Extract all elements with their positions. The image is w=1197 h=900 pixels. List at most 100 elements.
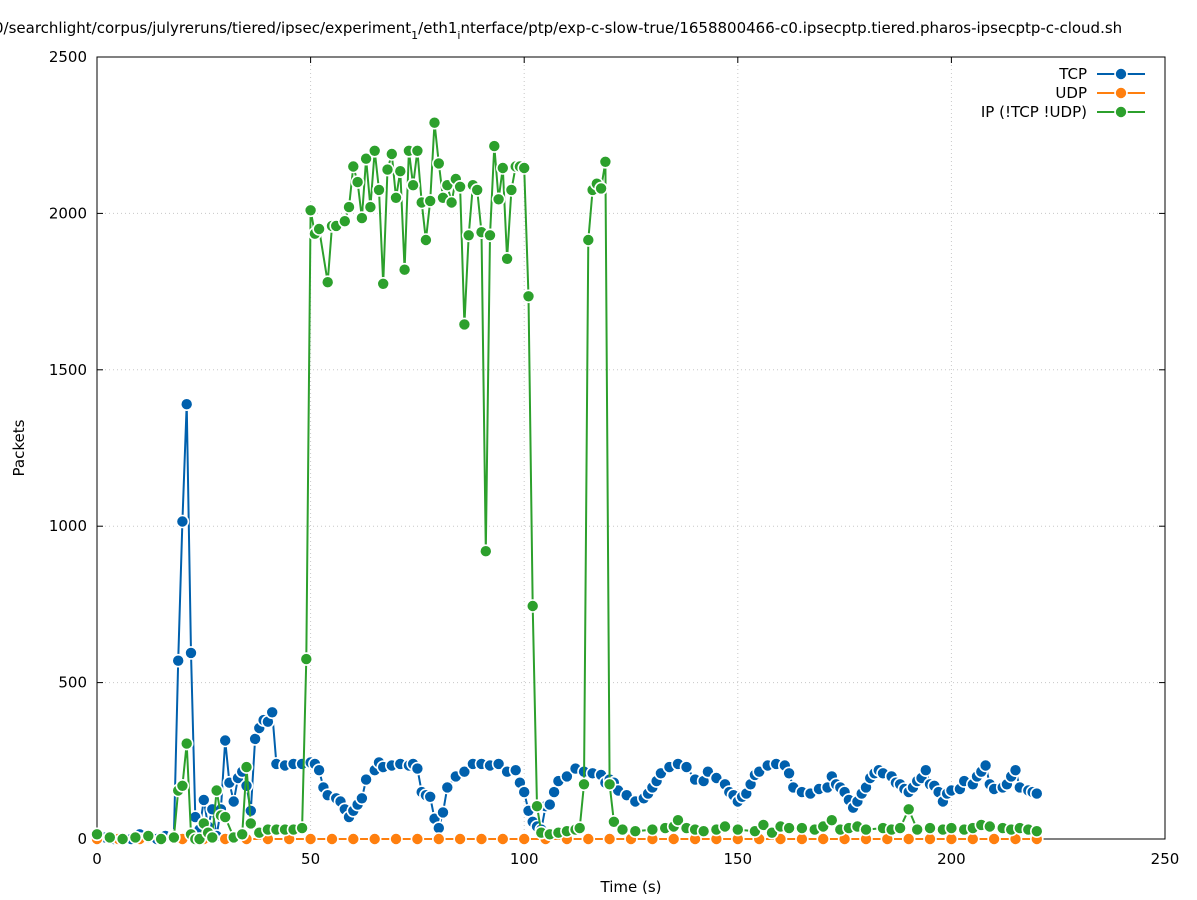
data-point xyxy=(184,646,198,660)
data-point xyxy=(696,824,711,839)
data-point xyxy=(542,797,557,812)
data-point xyxy=(128,830,143,845)
data-point xyxy=(598,155,613,169)
data-point xyxy=(226,794,241,809)
data-point xyxy=(167,830,181,845)
data-point xyxy=(239,760,254,774)
data-point xyxy=(436,805,450,820)
data-point xyxy=(312,763,326,778)
data-point xyxy=(218,810,232,824)
data-point xyxy=(244,816,258,831)
y-tick-label: 1500 xyxy=(49,361,87,379)
series-layer xyxy=(90,115,1044,846)
data-point xyxy=(987,832,1001,846)
data-point xyxy=(419,233,433,247)
data-point xyxy=(918,763,933,778)
y-tick-label: 1000 xyxy=(49,517,87,535)
data-point xyxy=(474,832,489,846)
data-point xyxy=(410,832,425,846)
data-point xyxy=(346,159,361,174)
legend-label: IP (!TCP !UDP) xyxy=(981,103,1087,121)
data-point xyxy=(346,832,361,846)
y-axis-label: Packets xyxy=(10,419,28,476)
data-point xyxy=(581,832,596,846)
data-point xyxy=(453,832,467,846)
data-point xyxy=(901,802,916,817)
data-point xyxy=(393,164,408,178)
data-point xyxy=(372,183,386,197)
data-point xyxy=(295,821,309,835)
data-point xyxy=(577,777,591,792)
data-point xyxy=(431,832,446,846)
legend-label: UDP xyxy=(1055,84,1087,102)
data-point xyxy=(410,761,425,776)
data-point xyxy=(389,832,403,846)
data-point xyxy=(491,757,506,771)
data-point xyxy=(389,191,403,205)
data-point xyxy=(423,789,438,804)
data-point xyxy=(141,829,156,843)
data-point xyxy=(359,151,373,166)
x-tick-label: 250 xyxy=(1151,850,1180,868)
data-point xyxy=(427,115,442,130)
y-tick-label: 500 xyxy=(58,674,87,692)
data-point xyxy=(359,772,373,787)
data-point xyxy=(978,758,993,773)
y-tick-label: 2500 xyxy=(49,48,87,66)
data-point xyxy=(944,821,959,835)
chart-title: 0/searchlight/corpus/julyreruns/tiered/i… xyxy=(0,19,1122,42)
data-point xyxy=(671,813,685,828)
data-point xyxy=(367,832,382,846)
data-point xyxy=(530,799,544,814)
y-tick-label: 0 xyxy=(77,830,87,848)
data-point xyxy=(423,194,438,208)
data-point xyxy=(457,764,472,779)
data-point xyxy=(893,821,907,835)
data-point xyxy=(265,705,280,720)
data-point xyxy=(795,821,809,835)
x-tick-label: 0 xyxy=(92,850,102,868)
data-point xyxy=(500,251,514,266)
data-point xyxy=(521,289,536,304)
data-point xyxy=(923,821,937,835)
data-point xyxy=(376,276,391,291)
data-point xyxy=(154,832,168,846)
data-point xyxy=(525,599,540,613)
data-point xyxy=(175,514,190,529)
data-point xyxy=(179,397,194,412)
data-point xyxy=(355,211,369,225)
data-point xyxy=(406,178,420,192)
data-point xyxy=(444,195,459,210)
legend-marker xyxy=(1114,86,1128,100)
data-point xyxy=(602,777,617,792)
data-point xyxy=(1030,786,1044,801)
data-point xyxy=(782,821,796,835)
data-point xyxy=(517,785,532,799)
data-point xyxy=(1008,763,1023,778)
data-point xyxy=(440,780,455,795)
data-point xyxy=(171,653,185,668)
data-point xyxy=(197,793,211,807)
data-point xyxy=(410,144,425,158)
data-point xyxy=(303,203,318,218)
data-point xyxy=(547,785,561,799)
legend-marker xyxy=(1114,105,1128,119)
data-point xyxy=(517,832,532,846)
data-point xyxy=(602,832,617,846)
series-ip xyxy=(90,115,1044,846)
data-point xyxy=(303,832,318,846)
data-point xyxy=(581,233,596,247)
data-point xyxy=(572,821,587,835)
data-point xyxy=(756,818,771,832)
x-tick-label: 50 xyxy=(301,850,320,868)
data-point xyxy=(679,760,694,774)
data-point xyxy=(337,214,352,228)
data-point xyxy=(380,162,395,177)
data-point xyxy=(483,228,497,243)
data-point xyxy=(367,144,382,158)
data-point xyxy=(431,156,446,171)
data-point xyxy=(607,814,621,829)
data-point xyxy=(615,822,630,837)
